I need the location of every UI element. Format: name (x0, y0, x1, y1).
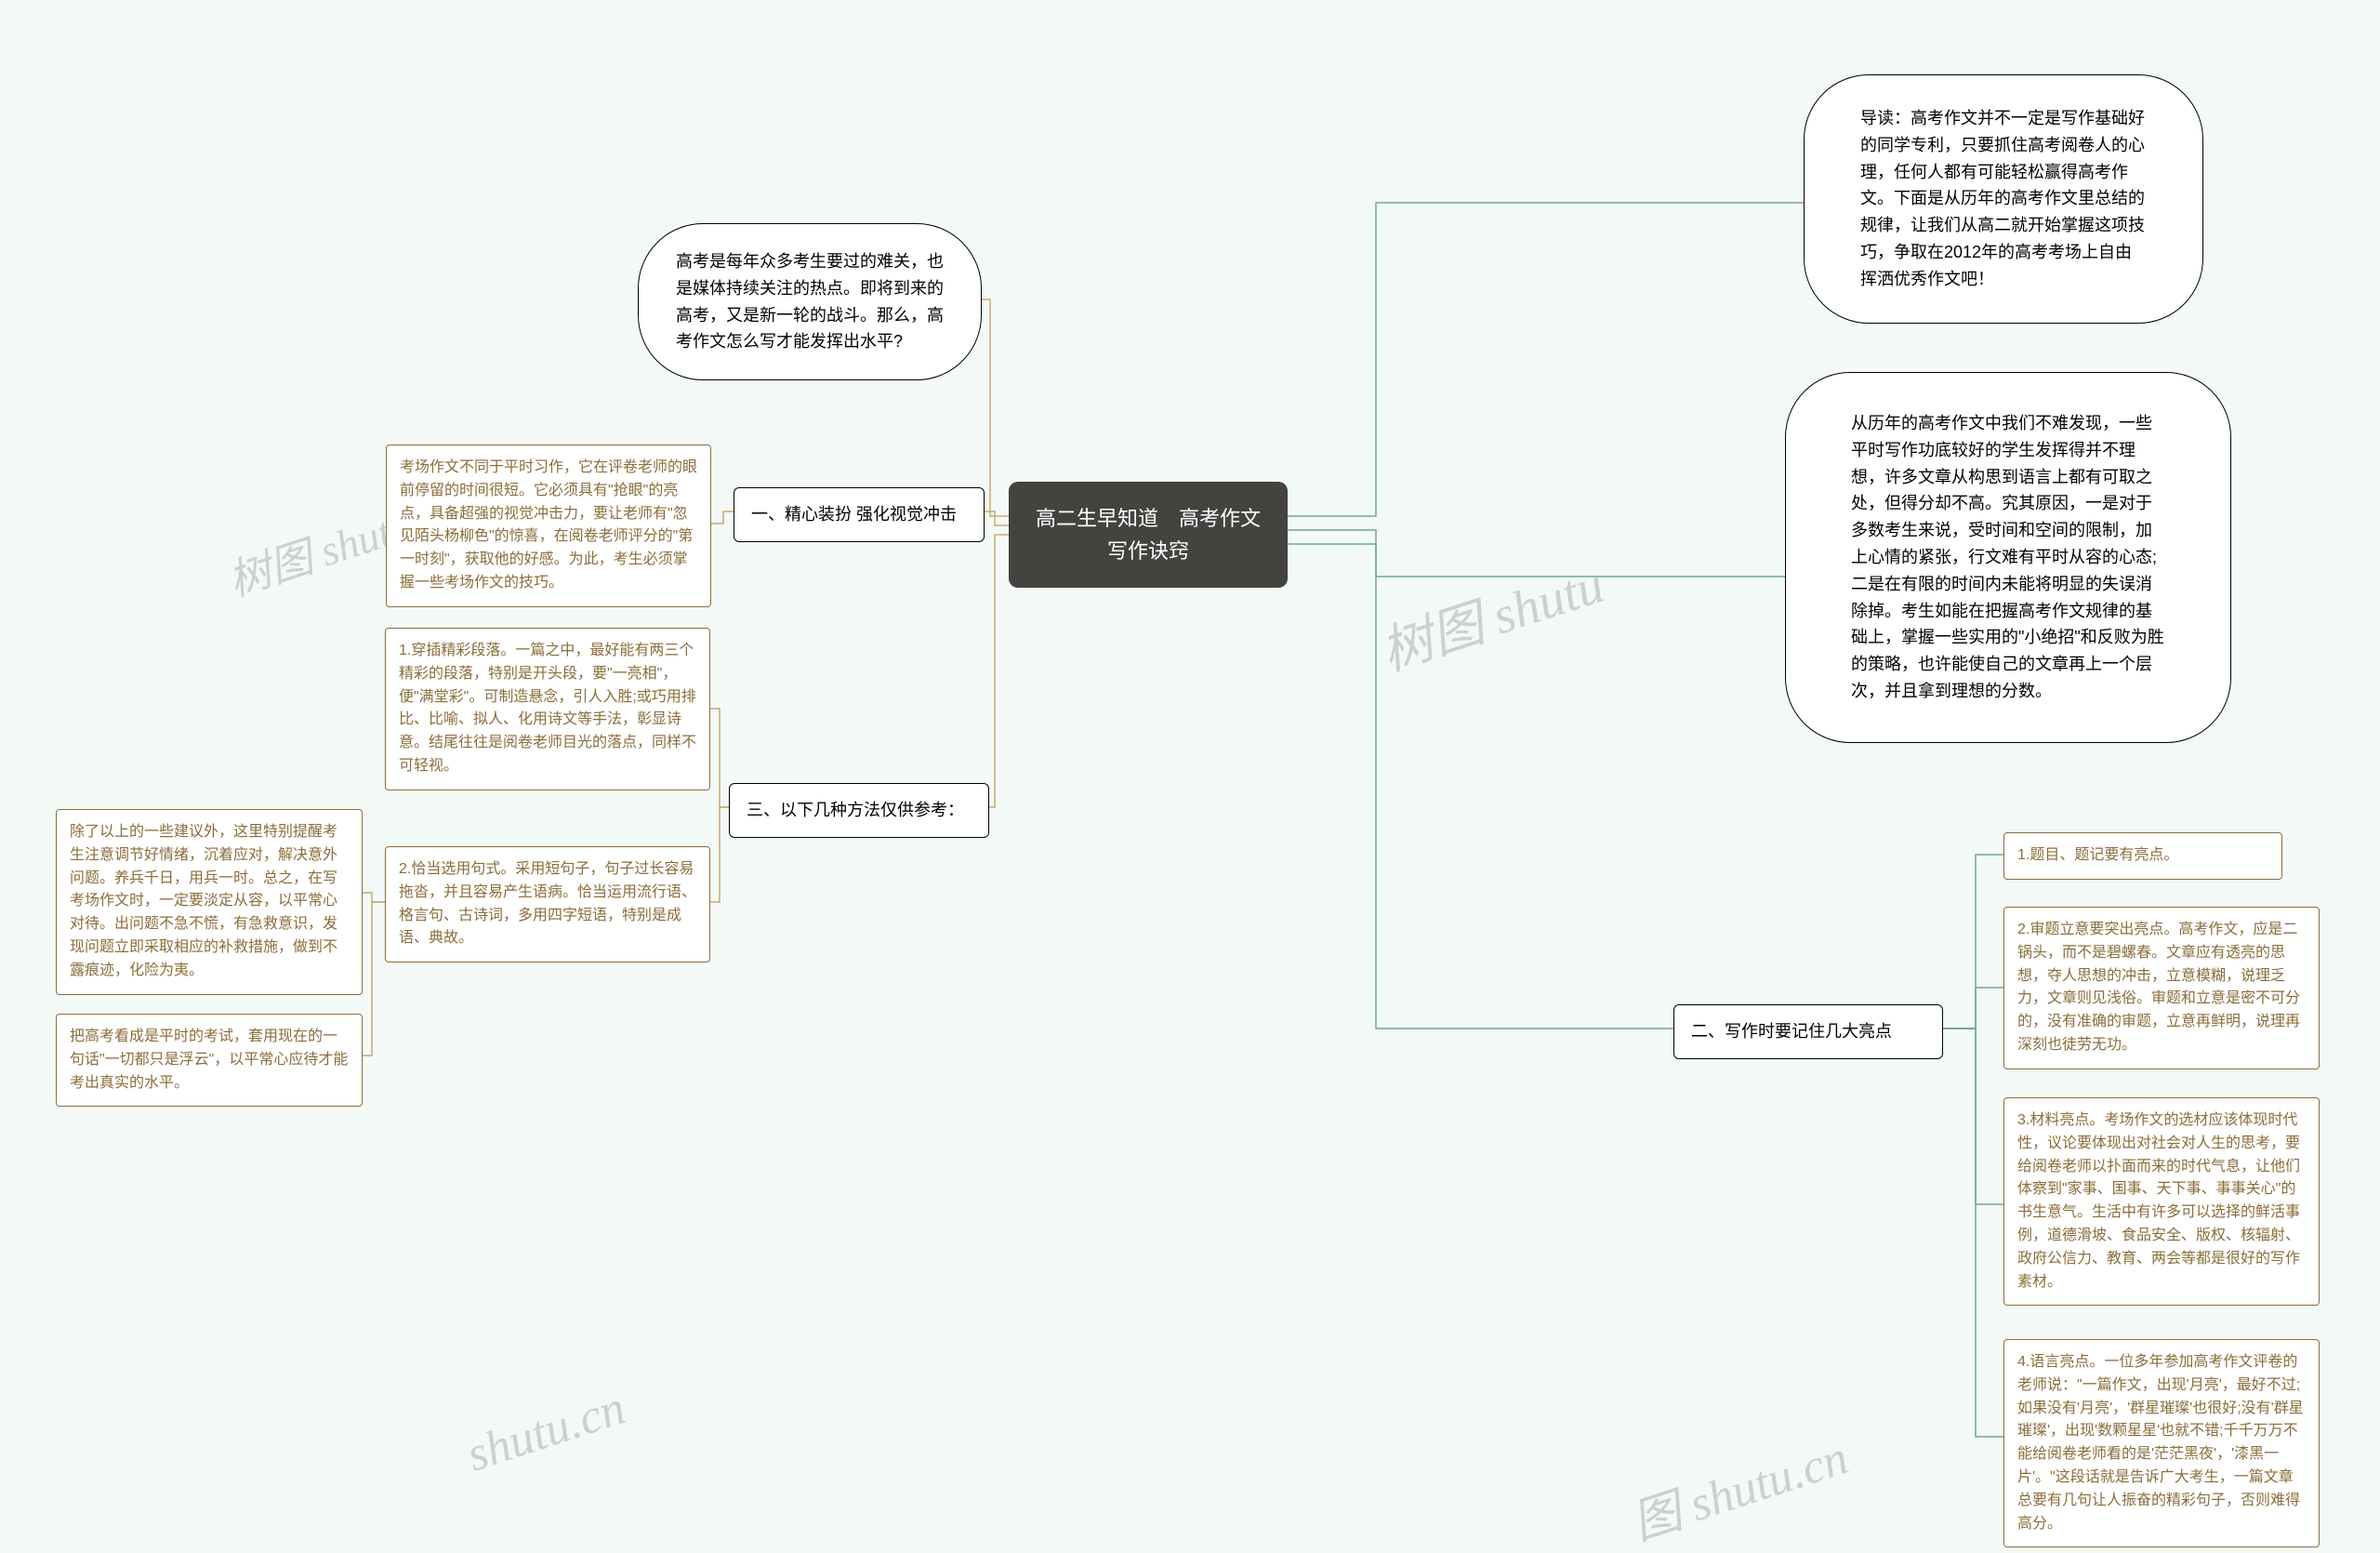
left-note-1: 除了以上的一些建议外，这里特别提醒考生注意调节好情绪，沉着应对，解决意外问题。养… (56, 809, 363, 995)
left-intro-pill: 高考是每年众多考生要过的难关，也是媒体持续关注的热点。即将到来的高考，又是新一轮… (638, 223, 982, 380)
section-3-title: 三、以下几种方法仅供参考： (729, 783, 989, 838)
section-2-title: 二、写作时要记住几大亮点 (1673, 1004, 1943, 1059)
watermark: 树图 shutu (1370, 543, 1612, 685)
section-2-item-b: 2.审题立意要突出亮点。高考作文，应是二锅头，而不是碧螺春。文章应有透亮的思想，… (2003, 907, 2320, 1069)
left-note-2: 把高考看成是平时的考试，套用现在的一句话"一切都只是浮云"，以平常心应待才能考出… (56, 1014, 363, 1107)
section-2-item-d: 4.语言亮点。一位多年参加高考作文评卷的老师说："一篇作文，出现'月亮'，最好不… (2003, 1339, 2320, 1547)
intro-pill-2: 从历年的高考作文中我们不难发现，一些平时写作功底较好的学生发挥得并不理想，许多文… (1785, 372, 2231, 743)
root-node: 高二生早知道 高考作文写作诀窍 (1009, 482, 1288, 588)
section-1-title: 一、精心装扮 强化视觉冲击 (734, 487, 985, 542)
section-2-item-c: 3.材料亮点。考场作文的选材应该体现时代性，议论要体现出对社会对人生的思考，要给… (2003, 1097, 2320, 1306)
watermark: shutu.cn (460, 1380, 631, 1482)
section-1-detail: 考场作文不同于平时习作，它在评卷老师的眼前停留的时间很短。它必须具有"抢眼"的亮… (386, 445, 711, 607)
section-3-item-a: 1.穿插精彩段落。一篇之中，最好能有两三个精彩的段落，特别是开头段，要"一亮相"… (385, 628, 710, 790)
section-3-item-b: 2.恰当选用句式。采用短句子，句子过长容易拖沓，并且容易产生语病。恰当运用流行语… (385, 846, 710, 962)
section-2-item-a: 1.题目、题记要有亮点。 (2003, 832, 2282, 880)
watermark: 图 shutu.cn (1621, 1418, 1855, 1553)
intro-pill-1: 导读：高考作文并不一定是写作基础好的同学专利，只要抓住高考阅卷人的心理，任何人都… (1804, 74, 2203, 324)
